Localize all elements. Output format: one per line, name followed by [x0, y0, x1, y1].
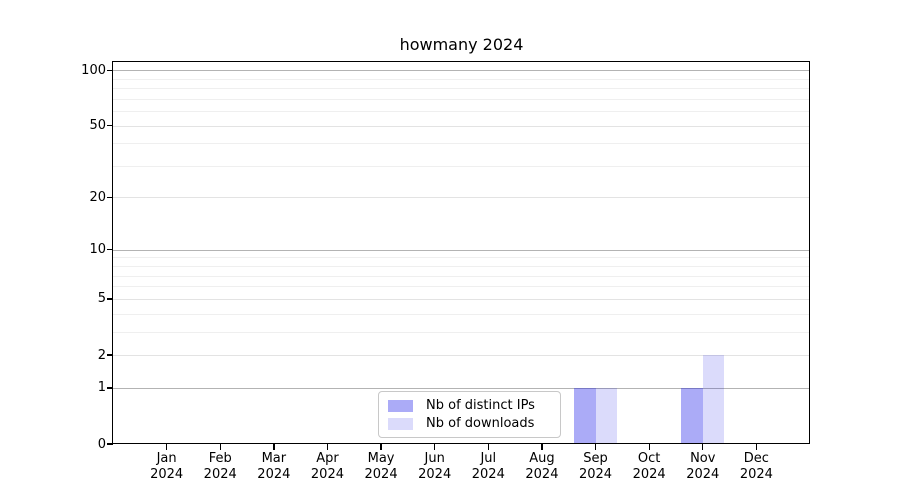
x-tick-label: Jan 2024: [132, 451, 202, 482]
x-tick-label-line: Jan: [156, 451, 177, 466]
minor-gridline: [113, 286, 810, 288]
legend-label-distinct-ips: Nb of distinct IPs: [426, 398, 535, 413]
bar-series1-month9: [595, 387, 618, 444]
x-tick: [648, 444, 650, 450]
x-tick-label-line: 2024: [150, 466, 184, 482]
minor-gridline: [113, 88, 810, 90]
y-tick-label: 20: [89, 189, 106, 205]
x-tick: [755, 444, 758, 450]
x-tick-label-line: 2024: [578, 466, 613, 482]
x-tick-label-line: 2024: [739, 466, 773, 482]
x-tick-label-line: Aug: [529, 451, 555, 466]
minor-gridline: [113, 257, 810, 259]
major-gridline: [113, 125, 810, 127]
bar-series0-month9: [574, 387, 596, 444]
major-gridline: [113, 70, 810, 72]
x-tick-label-line: 2024: [686, 466, 720, 482]
y-tick-label: 5: [97, 291, 106, 307]
x-tick-label-line: Feb: [208, 451, 232, 466]
bar-series1-month11: [702, 355, 725, 444]
y-tick: [107, 69, 113, 71]
major-gridline: [113, 197, 810, 199]
x-tick-label-line: Dec: [743, 451, 769, 466]
x-tick-label-line: Jul: [480, 451, 497, 466]
minor-gridline: [113, 165, 810, 167]
y-tick: [107, 443, 113, 445]
x-tick: [434, 444, 436, 450]
y-tick: [107, 249, 113, 251]
x-tick-label-line: Oct: [637, 451, 661, 466]
y-tick-label: 0: [97, 436, 106, 452]
major-gridline: [113, 355, 810, 356]
minor-gridline: [113, 111, 810, 112]
major-gridline: [113, 387, 810, 389]
x-tick-label: Dec 2024: [721, 451, 791, 482]
x-tick-label: Aug 2024: [507, 451, 577, 482]
x-tick: [702, 444, 704, 450]
x-tick: [166, 444, 168, 450]
x-tick: [273, 444, 275, 450]
x-tick: [326, 444, 329, 450]
bar-series0-month11: [681, 387, 703, 444]
x-tick-label-line: Jun: [424, 451, 445, 466]
y-tick-label: 10: [89, 242, 106, 258]
x-tick: [380, 444, 382, 450]
minor-gridline: [113, 266, 810, 268]
x-tick-label: Jun 2024: [400, 451, 470, 482]
x-tick-label: Nov 2024: [668, 451, 738, 482]
x-tick: [594, 444, 597, 450]
x-tick-label-line: May: [367, 451, 395, 466]
x-tick: [487, 444, 489, 450]
x-tick: [219, 444, 221, 450]
minor-gridline: [113, 78, 810, 80]
major-gridline: [113, 298, 810, 300]
x-tick-label-line: 2024: [364, 466, 398, 482]
x-tick-label: Apr 2024: [292, 451, 362, 482]
x-tick-label: Sep 2024: [561, 451, 631, 482]
x-tick-label-line: Nov: [690, 451, 716, 466]
legend-item-distinct-ips: Nb of distinct IPs: [388, 398, 551, 413]
y-tick: [107, 124, 113, 127]
major-gridline: [113, 249, 810, 251]
y-tick-label: 2: [97, 347, 106, 363]
legend-swatch-distinct-ips: [388, 399, 413, 412]
x-tick-label: Mar 2024: [239, 451, 309, 482]
y-tick: [107, 196, 113, 199]
minor-gridline: [113, 313, 810, 315]
y-tick: [107, 387, 113, 389]
x-tick-label: Oct 2024: [614, 451, 684, 482]
x-tick-label-line: Sep: [583, 451, 608, 466]
legend-label-downloads: Nb of downloads: [426, 416, 535, 431]
y-tick-label: 100: [81, 62, 106, 78]
x-tick-label-line: 2024: [471, 466, 505, 482]
y-tick-label: 50: [89, 118, 106, 133]
y-tick: [107, 298, 113, 300]
legend-item-downloads: Nb of downloads: [388, 416, 551, 431]
x-tick-label-line: 2024: [310, 466, 344, 482]
y-tick-label: 1: [97, 380, 106, 396]
minor-gridline: [113, 331, 810, 333]
legend: Nb of distinct IPs Nb of downloads: [378, 391, 561, 438]
minor-gridline: [113, 98, 810, 100]
chart-title: howmany 2024: [399, 35, 524, 54]
legend-swatch-downloads: [388, 417, 413, 430]
x-tick-label: Feb 2024: [185, 451, 255, 482]
minor-gridline: [113, 275, 810, 277]
x-tick-label: Jul 2024: [453, 451, 523, 482]
x-tick-label-line: 2024: [632, 466, 666, 482]
x-tick-label-line: 2024: [203, 466, 237, 482]
x-tick-label: May 2024: [346, 451, 416, 482]
minor-gridline: [113, 143, 810, 145]
x-tick-label-line: Mar: [261, 451, 287, 466]
x-tick: [541, 444, 543, 450]
x-tick-label-line: Apr: [316, 451, 339, 466]
x-tick-label-line: 2024: [257, 466, 291, 482]
x-tick-label-line: 2024: [525, 466, 559, 482]
y-tick: [107, 354, 113, 356]
plot-area: [113, 62, 810, 444]
x-tick-label-line: 2024: [418, 466, 452, 482]
